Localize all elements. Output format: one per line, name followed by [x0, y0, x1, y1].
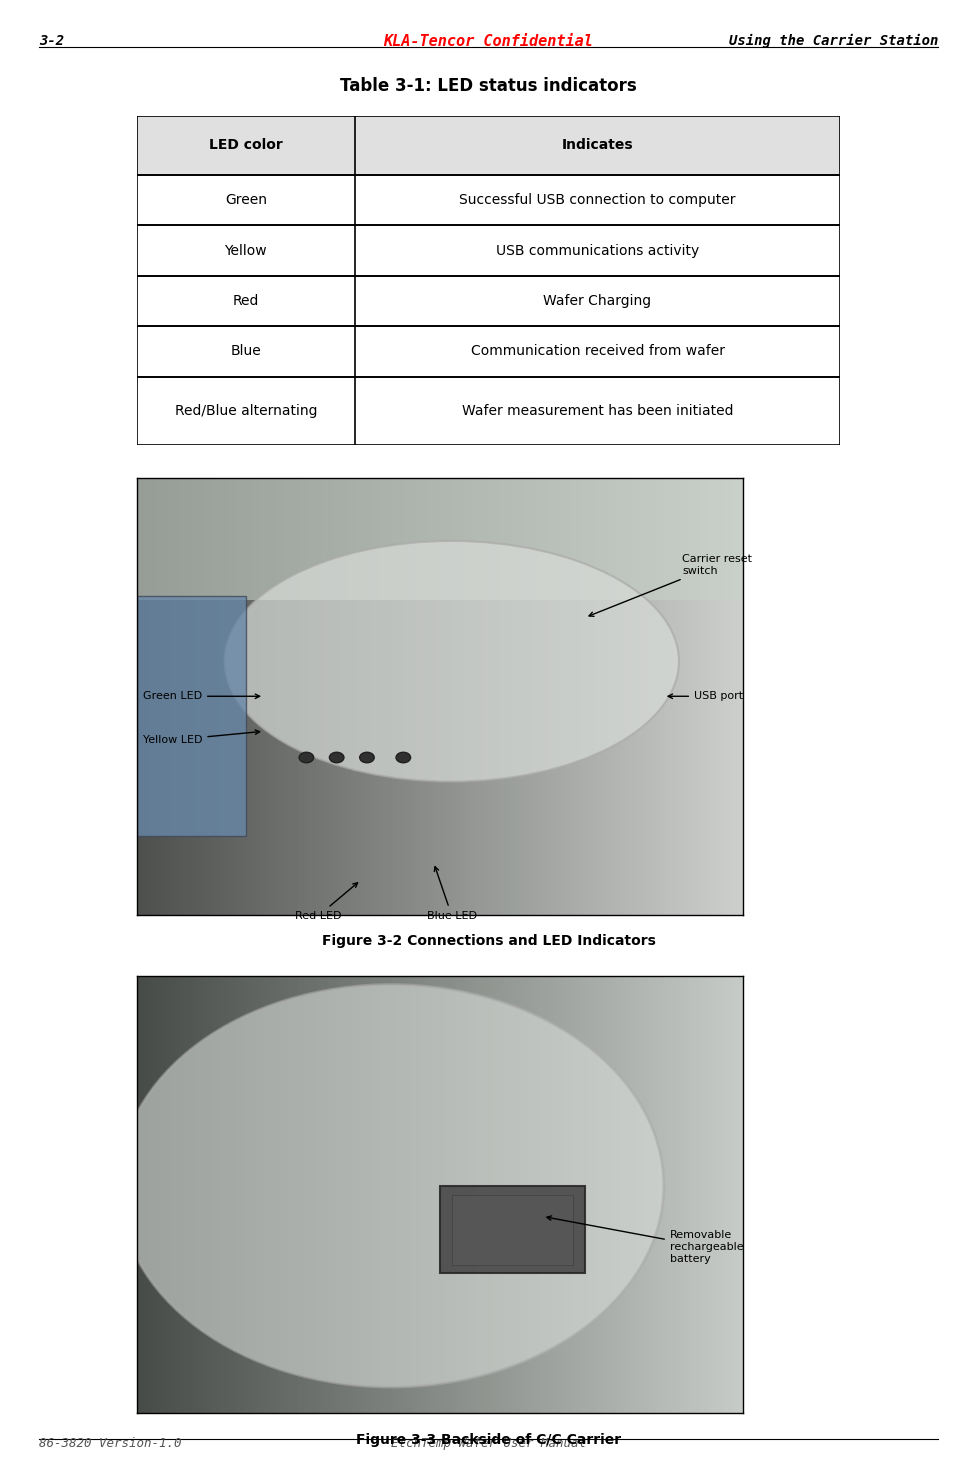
Text: Indicates: Indicates [562, 138, 633, 153]
Text: KLA-Tencor Confidential: KLA-Tencor Confidential [384, 34, 593, 49]
Text: Removable
rechargeable
battery: Removable rechargeable battery [547, 1216, 743, 1264]
Bar [451, 1195, 573, 1265]
Text: USB communications activity: USB communications activity [496, 243, 700, 258]
Text: Communication received from wafer: Communication received from wafer [471, 344, 725, 359]
Text: Using the Carrier Station: Using the Carrier Station [729, 34, 938, 49]
Text: Red LED: Red LED [295, 882, 358, 921]
Ellipse shape [225, 541, 679, 782]
Circle shape [360, 752, 374, 762]
Circle shape [299, 752, 314, 762]
Text: USB port: USB port [668, 691, 743, 701]
Bar [137, 175, 840, 225]
Bar [137, 116, 840, 175]
Text: Yellow LED: Yellow LED [143, 730, 260, 744]
Text: Successful USB connection to computer: Successful USB connection to computer [459, 193, 736, 208]
Text: LED color: LED color [209, 138, 282, 153]
Text: Figure 3-3 Backside of C/C Carrier: Figure 3-3 Backside of C/C Carrier [356, 1433, 621, 1446]
Text: 3-2: 3-2 [39, 34, 64, 47]
Bar [137, 276, 840, 326]
Bar [137, 596, 246, 836]
Text: Blue: Blue [231, 344, 261, 359]
Text: Wafer Charging: Wafer Charging [543, 294, 652, 308]
Text: Green LED: Green LED [143, 691, 260, 701]
Bar [137, 225, 840, 276]
Text: Green: Green [225, 193, 267, 208]
Bar [440, 1186, 585, 1274]
Text: Red/Blue alternating: Red/Blue alternating [175, 403, 318, 418]
Circle shape [396, 752, 410, 762]
Ellipse shape [118, 985, 663, 1387]
Bar [137, 478, 743, 601]
Text: EtchTemp Wafer User Manual: EtchTemp Wafer User Manual [391, 1437, 586, 1450]
Circle shape [329, 752, 344, 762]
Bar [137, 326, 840, 377]
Bar [137, 116, 840, 175]
Text: Yellow: Yellow [225, 243, 267, 258]
Text: Carrier reset
switch: Carrier reset switch [589, 555, 752, 617]
Text: Table 3-1: LED status indicators: Table 3-1: LED status indicators [340, 77, 637, 95]
Bar [137, 377, 840, 445]
Text: Red: Red [233, 294, 259, 308]
Text: Blue LED: Blue LED [427, 866, 477, 921]
Text: Figure 3-2 Connections and LED Indicators: Figure 3-2 Connections and LED Indicator… [321, 934, 656, 948]
Text: Wafer measurement has been initiated: Wafer measurement has been initiated [462, 403, 734, 418]
Text: 86-3820 Version-1.0: 86-3820 Version-1.0 [39, 1437, 182, 1450]
